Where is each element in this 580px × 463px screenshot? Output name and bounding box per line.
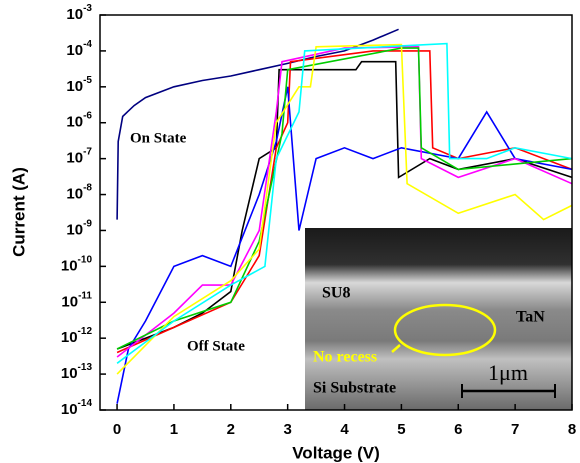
y-tick-label: 10-7 <box>66 146 92 166</box>
y-tick-label: 10-13 <box>61 362 93 382</box>
x-tick-label: 8 <box>568 421 576 438</box>
series-line <box>117 29 399 219</box>
y-tick-label: 10-8 <box>66 182 92 202</box>
tan-label: TaN <box>516 309 545 326</box>
chart: SU8 TaN No recess Si Substrate 1μm On St… <box>0 0 580 463</box>
on-state-label: On State <box>130 130 187 146</box>
page: {"chart_data": {"type": "line", "log_y":… <box>0 0 580 463</box>
y-tick-label: 10-11 <box>61 290 92 310</box>
x-tick-label: 2 <box>227 421 235 438</box>
y-tick-label: 10-14 <box>61 398 93 418</box>
y-tick-label: 10-5 <box>66 74 92 94</box>
x-tick-label: 4 <box>340 421 349 438</box>
x-tick-label: 7 <box>511 421 519 438</box>
y-tick-label: 10-12 <box>61 326 93 346</box>
x-tick-label: 5 <box>397 421 405 438</box>
x-tick-label: 6 <box>454 421 462 438</box>
y-tick-label: 10-6 <box>66 110 92 130</box>
y-tick-label: 10-3 <box>66 3 92 23</box>
y-tick-label: 10-10 <box>61 254 93 274</box>
x-tick-label: 0 <box>113 421 121 438</box>
scale-label: 1μm <box>488 360 528 385</box>
x-axis-title: Voltage (V) <box>292 443 380 462</box>
x-tick-label: 3 <box>283 421 291 438</box>
y-tick-label: 10-4 <box>66 39 92 59</box>
no-recess-label: No recess <box>313 349 377 366</box>
off-state-label: Off State <box>187 338 245 354</box>
sem-inset: SU8 TaN No recess Si Substrate 1μm <box>305 228 572 410</box>
su8-label: SU8 <box>322 285 350 302</box>
substrate-label: Si Substrate <box>313 380 396 397</box>
y-axis-title: Current (A) <box>9 167 28 257</box>
y-tick-label: 10-9 <box>66 218 92 238</box>
x-tick-label: 1 <box>170 421 178 438</box>
